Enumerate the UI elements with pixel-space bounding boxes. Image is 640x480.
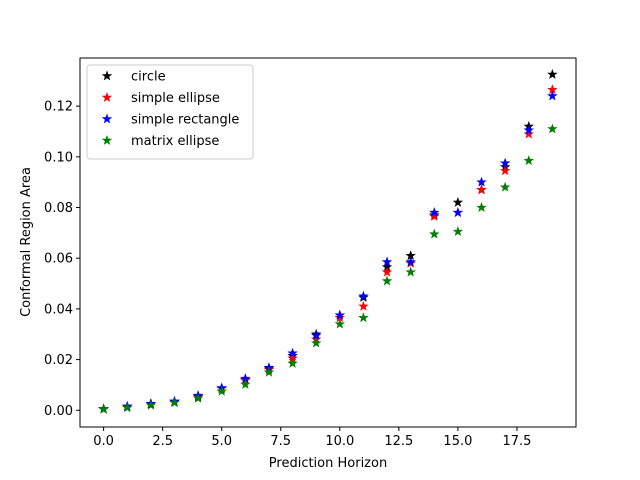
data-point-matrix-ellipse <box>429 228 440 239</box>
y-axis-ticks: 0.00 0.02 0.04 0.06 0.08 0.10 0.12 <box>44 100 80 419</box>
legend-box <box>86 64 254 160</box>
data-points <box>98 68 558 414</box>
x-tick-label: 15.0 <box>443 434 472 449</box>
x-axis-ticks: 0.0 2.5 5.0 7.5 10.0 12.5 15.0 17.5 <box>93 427 531 449</box>
data-point-matrix-ellipse <box>310 337 322 348</box>
data-point-simple-rectangle <box>358 290 369 301</box>
legend-marker <box>101 113 113 124</box>
data-point-matrix-ellipse <box>240 378 251 389</box>
data-point-circle <box>547 68 558 79</box>
data-point-simple-rectangle <box>405 256 416 267</box>
data-point-simple-rectangle <box>499 157 511 168</box>
y-tick-label: 0.06 <box>44 252 73 267</box>
data-point-simple-ellipse <box>381 266 393 277</box>
data-point-matrix-ellipse <box>405 266 416 277</box>
data-point-matrix-ellipse <box>452 226 464 237</box>
data-point-simple-rectangle <box>287 347 298 358</box>
data-point-circle <box>452 196 464 207</box>
y-tick-label: 0.02 <box>44 353 73 368</box>
x-tick-label: 5.0 <box>211 434 232 449</box>
data-point-matrix-ellipse <box>263 366 275 377</box>
x-tick-label: 0.0 <box>93 434 114 449</box>
data-point-simple-rectangle <box>523 124 534 135</box>
legend-label: matrix ellipse <box>131 134 219 149</box>
y-tick-label: 0.08 <box>44 201 73 216</box>
data-point-matrix-ellipse <box>358 312 369 323</box>
data-point-matrix-ellipse <box>122 402 133 413</box>
x-tick-label: 10.0 <box>325 434 354 449</box>
y-tick-label: 0.00 <box>44 404 73 419</box>
x-axis-label: Prediction Horizon <box>269 456 387 471</box>
legend-label: simple rectangle <box>131 113 239 128</box>
data-point-matrix-ellipse <box>192 392 204 403</box>
legend-label: circle <box>131 70 166 85</box>
data-point-simple-rectangle <box>476 176 487 187</box>
y-tick-label: 0.10 <box>44 150 73 165</box>
legend-marker <box>101 92 113 102</box>
data-point-simple-ellipse <box>499 165 511 176</box>
data-point-matrix-ellipse <box>523 155 534 166</box>
data-point-simple-ellipse <box>476 184 487 195</box>
y-axis-label: Conformal Region Area <box>19 167 34 317</box>
y-tick-label: 0.12 <box>44 100 73 115</box>
data-point-simple-rectangle <box>547 90 558 101</box>
data-point-matrix-ellipse <box>381 275 393 286</box>
data-point-simple-ellipse <box>358 300 369 311</box>
data-point-simple-rectangle <box>381 256 393 267</box>
legend-label: simple ellipse <box>131 91 220 106</box>
plot-frame <box>79 57 577 428</box>
data-point-simple-rectangle <box>310 330 322 340</box>
legend-marker <box>101 70 113 81</box>
data-point-matrix-ellipse <box>169 397 180 408</box>
data-point-matrix-ellipse <box>547 123 558 134</box>
legend: circle simple ellipse simple rectangle matr… <box>86 64 254 160</box>
data-point-simple-rectangle <box>334 309 346 320</box>
data-point-simple-rectangle <box>429 207 440 218</box>
data-point-matrix-ellipse <box>334 318 346 329</box>
data-point-matrix-ellipse <box>499 181 511 192</box>
data-point-matrix-ellipse <box>98 403 109 414</box>
data-point-matrix-ellipse <box>476 202 487 212</box>
data-point-matrix-ellipse <box>145 399 157 410</box>
data-point-matrix-ellipse <box>287 357 298 368</box>
x-tick-label: 2.5 <box>152 434 173 449</box>
x-tick-label: 12.5 <box>384 434 413 449</box>
y-tick-label: 0.04 <box>44 302 73 317</box>
data-point-simple-ellipse <box>429 210 440 221</box>
x-tick-label: 17.5 <box>502 434 531 449</box>
data-point-simple-rectangle <box>452 207 464 218</box>
legend-marker <box>101 135 113 145</box>
x-tick-label: 7.5 <box>270 434 291 449</box>
data-point-simple-ellipse <box>523 128 534 139</box>
data-point-matrix-ellipse <box>216 385 227 396</box>
